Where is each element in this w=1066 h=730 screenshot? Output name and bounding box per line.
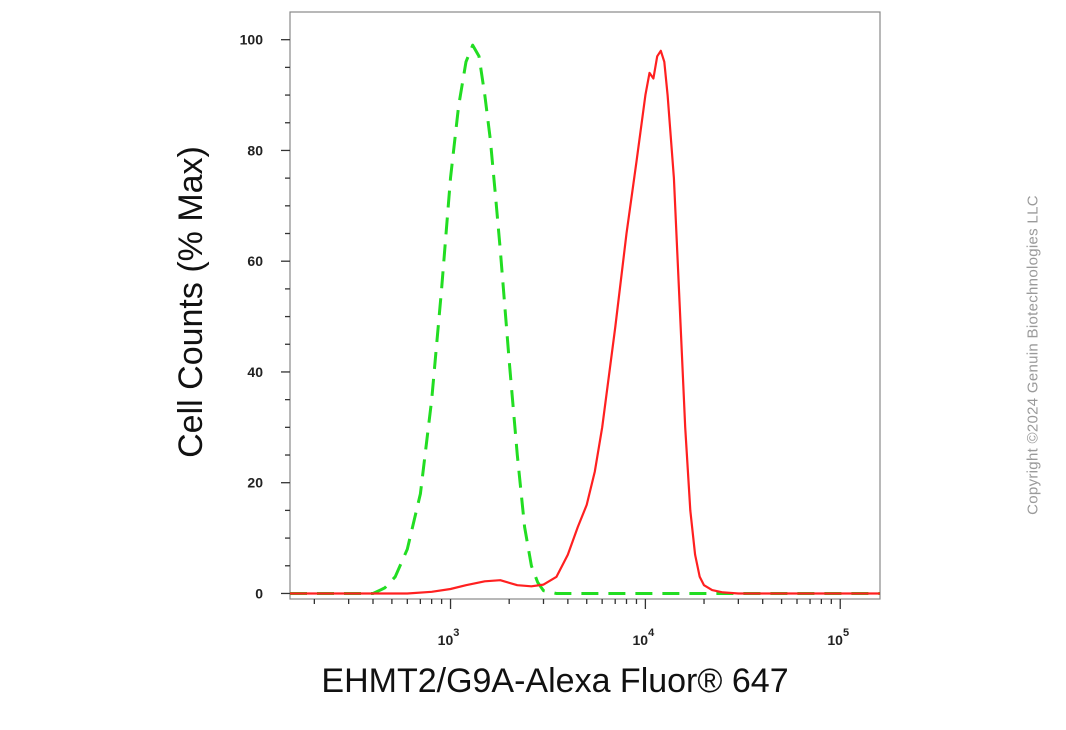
x-axis: 103 104 105 [313, 599, 849, 648]
x-tick-label: 103 [438, 627, 460, 648]
y-tick-label: 40 [247, 364, 263, 380]
plot-frame [289, 11, 881, 600]
series-layer [290, 43, 880, 595]
series-line-2 [290, 49, 880, 595]
y-axis-title: Cell Counts (% Max) [172, 146, 210, 458]
y-axis: 0 20 40 60 80 100 [240, 32, 290, 601]
y-tick-label: 80 [247, 142, 263, 158]
x-tick-label: 104 [633, 627, 656, 648]
y-tick-label: 60 [247, 253, 263, 269]
x-tick-label: 105 [827, 627, 849, 648]
series-line-1 [290, 43, 880, 595]
copyright-watermark: Copyright ©2024 Genuin Biotechnologies L… [1024, 195, 1042, 515]
y-tick-label: 100 [240, 32, 264, 48]
plot-area [289, 11, 881, 600]
y-tick-label: 0 [255, 585, 263, 601]
y-tick-label: 20 [247, 475, 263, 491]
x-axis-title: EHMT2/G9A-Alexa Fluor® 647 [321, 662, 788, 700]
